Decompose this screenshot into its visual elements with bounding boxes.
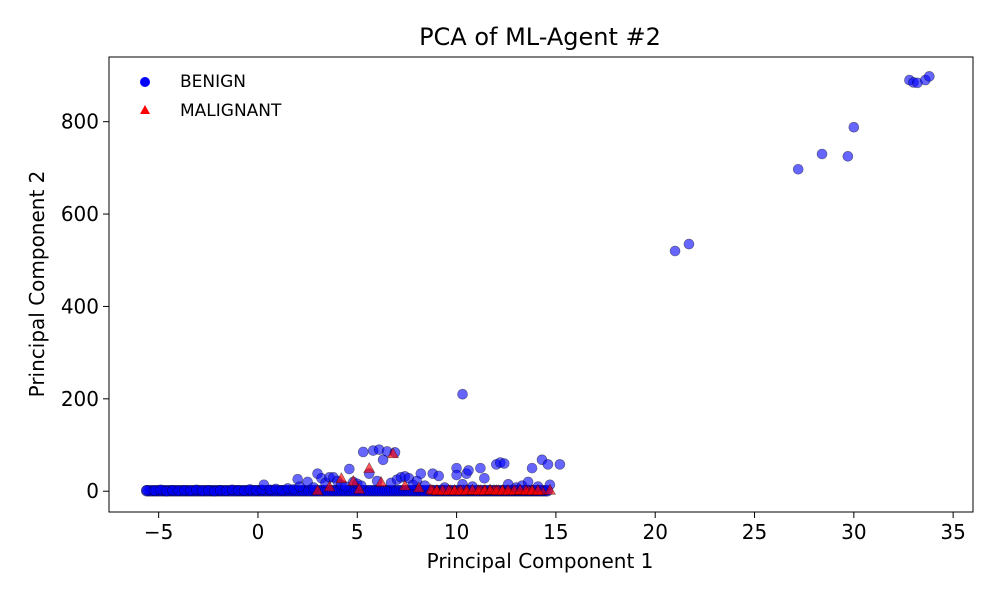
x-axis: −5 0 5 10 15 20 25 30 35 <box>144 512 966 544</box>
benign-point <box>292 473 303 485</box>
plot-frame <box>108 56 974 513</box>
malignant-point <box>398 479 411 491</box>
benign-point <box>498 458 510 469</box>
legend-label-benign: BENIGN <box>180 72 246 92</box>
benign-point <box>479 472 490 484</box>
points-layer <box>141 71 935 497</box>
benign-point <box>792 163 804 175</box>
x-tick-label: 0 <box>252 520 265 544</box>
benign-point <box>344 463 355 475</box>
x-tick-label: 10 <box>444 520 469 544</box>
benign-point <box>669 245 681 257</box>
malignant-point <box>412 481 425 493</box>
y-tick-label: 800 <box>61 110 99 134</box>
y-axis: 0 200 400 600 800 <box>61 110 109 503</box>
y-tick-label: 600 <box>61 202 99 226</box>
benign-point <box>924 71 935 82</box>
legend-marker-malignant <box>140 105 150 114</box>
benign-point <box>683 238 695 250</box>
y-axis-label: Principal Component 2 <box>25 171 49 398</box>
x-tick-label: 15 <box>543 520 568 544</box>
malignant-point <box>543 483 556 495</box>
benign-point <box>554 459 566 470</box>
benign-point <box>842 151 854 162</box>
x-tick-label: −5 <box>144 520 173 544</box>
benign-point <box>522 476 534 488</box>
x-tick-label: 35 <box>940 520 965 544</box>
malignant-point <box>323 480 336 492</box>
malignant-point <box>375 475 388 487</box>
malignant-point <box>387 447 400 459</box>
benign-point <box>526 462 538 474</box>
malignant-point <box>311 484 324 496</box>
y-tick-label: 200 <box>61 387 99 411</box>
legend-marker-benign <box>140 77 150 87</box>
malignant-point <box>335 472 348 484</box>
chart-title: PCA of ML-Agent #2 <box>419 23 661 51</box>
benign-point <box>451 469 462 481</box>
x-axis-label: Principal Component 1 <box>427 549 654 573</box>
malignant-point <box>353 482 366 494</box>
malignant-point <box>363 461 376 473</box>
benign-point <box>415 468 427 479</box>
legend: BENIGN MALIGNANT <box>140 72 282 121</box>
legend-label-malignant: MALIGNANT <box>180 101 282 121</box>
benign-point <box>457 388 468 400</box>
y-tick-label: 0 <box>86 479 99 503</box>
x-tick-label: 25 <box>742 520 767 544</box>
benign-point <box>463 465 474 476</box>
malignant-point <box>347 474 360 486</box>
benign-point <box>357 446 369 458</box>
y-tick-label: 400 <box>61 294 99 318</box>
x-tick-label: 5 <box>351 520 364 544</box>
benign-point <box>475 462 486 474</box>
benign-point <box>542 459 554 470</box>
malignant-point <box>532 484 545 496</box>
benign-point <box>433 470 445 482</box>
benign-point <box>848 121 860 133</box>
benign-point <box>816 148 828 160</box>
x-tick-label: 20 <box>642 520 667 544</box>
x-tick-label: 30 <box>841 520 866 544</box>
